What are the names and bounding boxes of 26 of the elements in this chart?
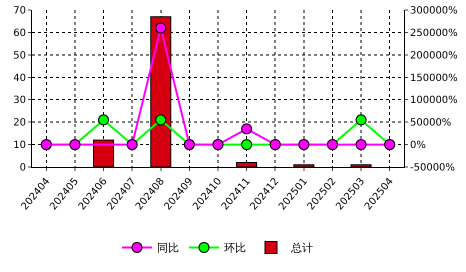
y2-tick-label: 150000% bbox=[410, 72, 458, 84]
y2-tick-label: 100000% bbox=[410, 95, 458, 106]
y-tick-label: 0 bbox=[20, 162, 26, 174]
y2-tick-label: -50000% bbox=[410, 162, 455, 174]
point bbox=[155, 22, 166, 34]
y-tick-label: 10 bbox=[13, 140, 26, 152]
y-tick-label: 30 bbox=[13, 95, 26, 106]
point bbox=[241, 139, 252, 150]
legend-label: 环比 bbox=[224, 242, 246, 255]
y-tick-label: 40 bbox=[13, 72, 26, 84]
point bbox=[356, 114, 367, 126]
y-tick-label: 20 bbox=[13, 118, 26, 129]
point bbox=[98, 114, 110, 126]
point bbox=[356, 139, 367, 150]
legend-label: 同比 bbox=[157, 242, 179, 255]
y2-tick-label: 250000% bbox=[410, 28, 458, 39]
y-tick-label: 60 bbox=[13, 28, 26, 39]
legend-label: 总计 bbox=[290, 242, 313, 255]
y2-tick-label: 300000% bbox=[410, 6, 458, 16]
point bbox=[241, 123, 252, 134]
point bbox=[155, 114, 166, 126]
y2-tick-label: 50000% bbox=[410, 118, 452, 129]
y2-tick-label: 0% bbox=[410, 140, 426, 152]
y2-tick-label: 200000% bbox=[410, 50, 458, 62]
y-tick-label: 70 bbox=[13, 6, 26, 16]
y-tick-label: 50 bbox=[13, 50, 26, 62]
